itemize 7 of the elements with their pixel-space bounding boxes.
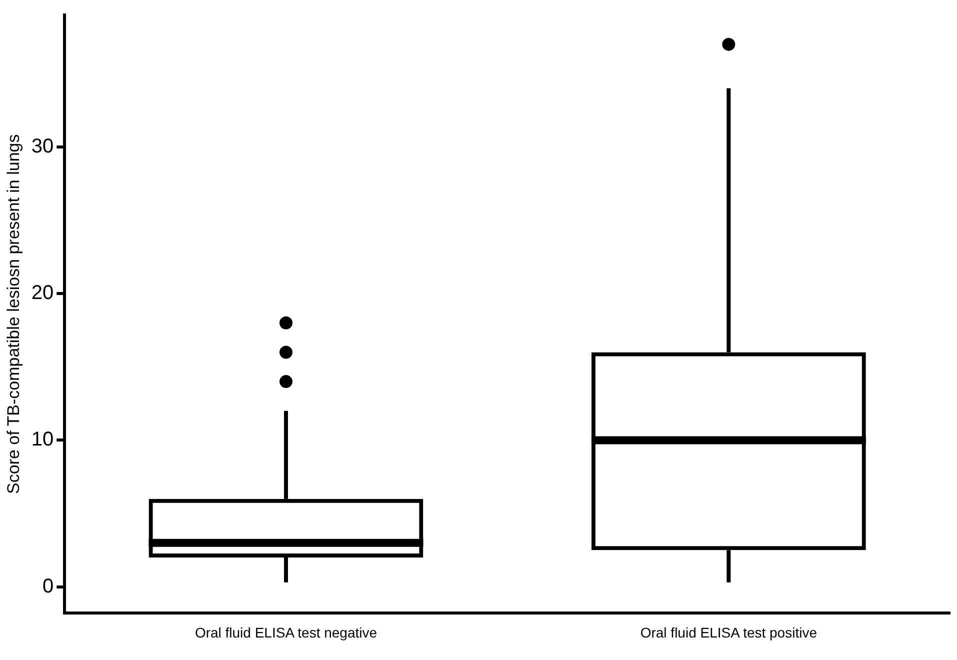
- y-tick-label: 20: [31, 282, 54, 304]
- y-tick-label: 30: [31, 135, 54, 158]
- y-axis-title: Score of TB-compatible lesiosn present in lungs: [4, 134, 23, 494]
- y-tick-label: 0: [42, 575, 54, 598]
- x-tick-label: Oral fluid ELISA test negative: [194, 624, 378, 640]
- x-tick-label: Oral fluid ELISA test positive: [640, 624, 818, 640]
- y-tick-label: 10: [31, 428, 54, 451]
